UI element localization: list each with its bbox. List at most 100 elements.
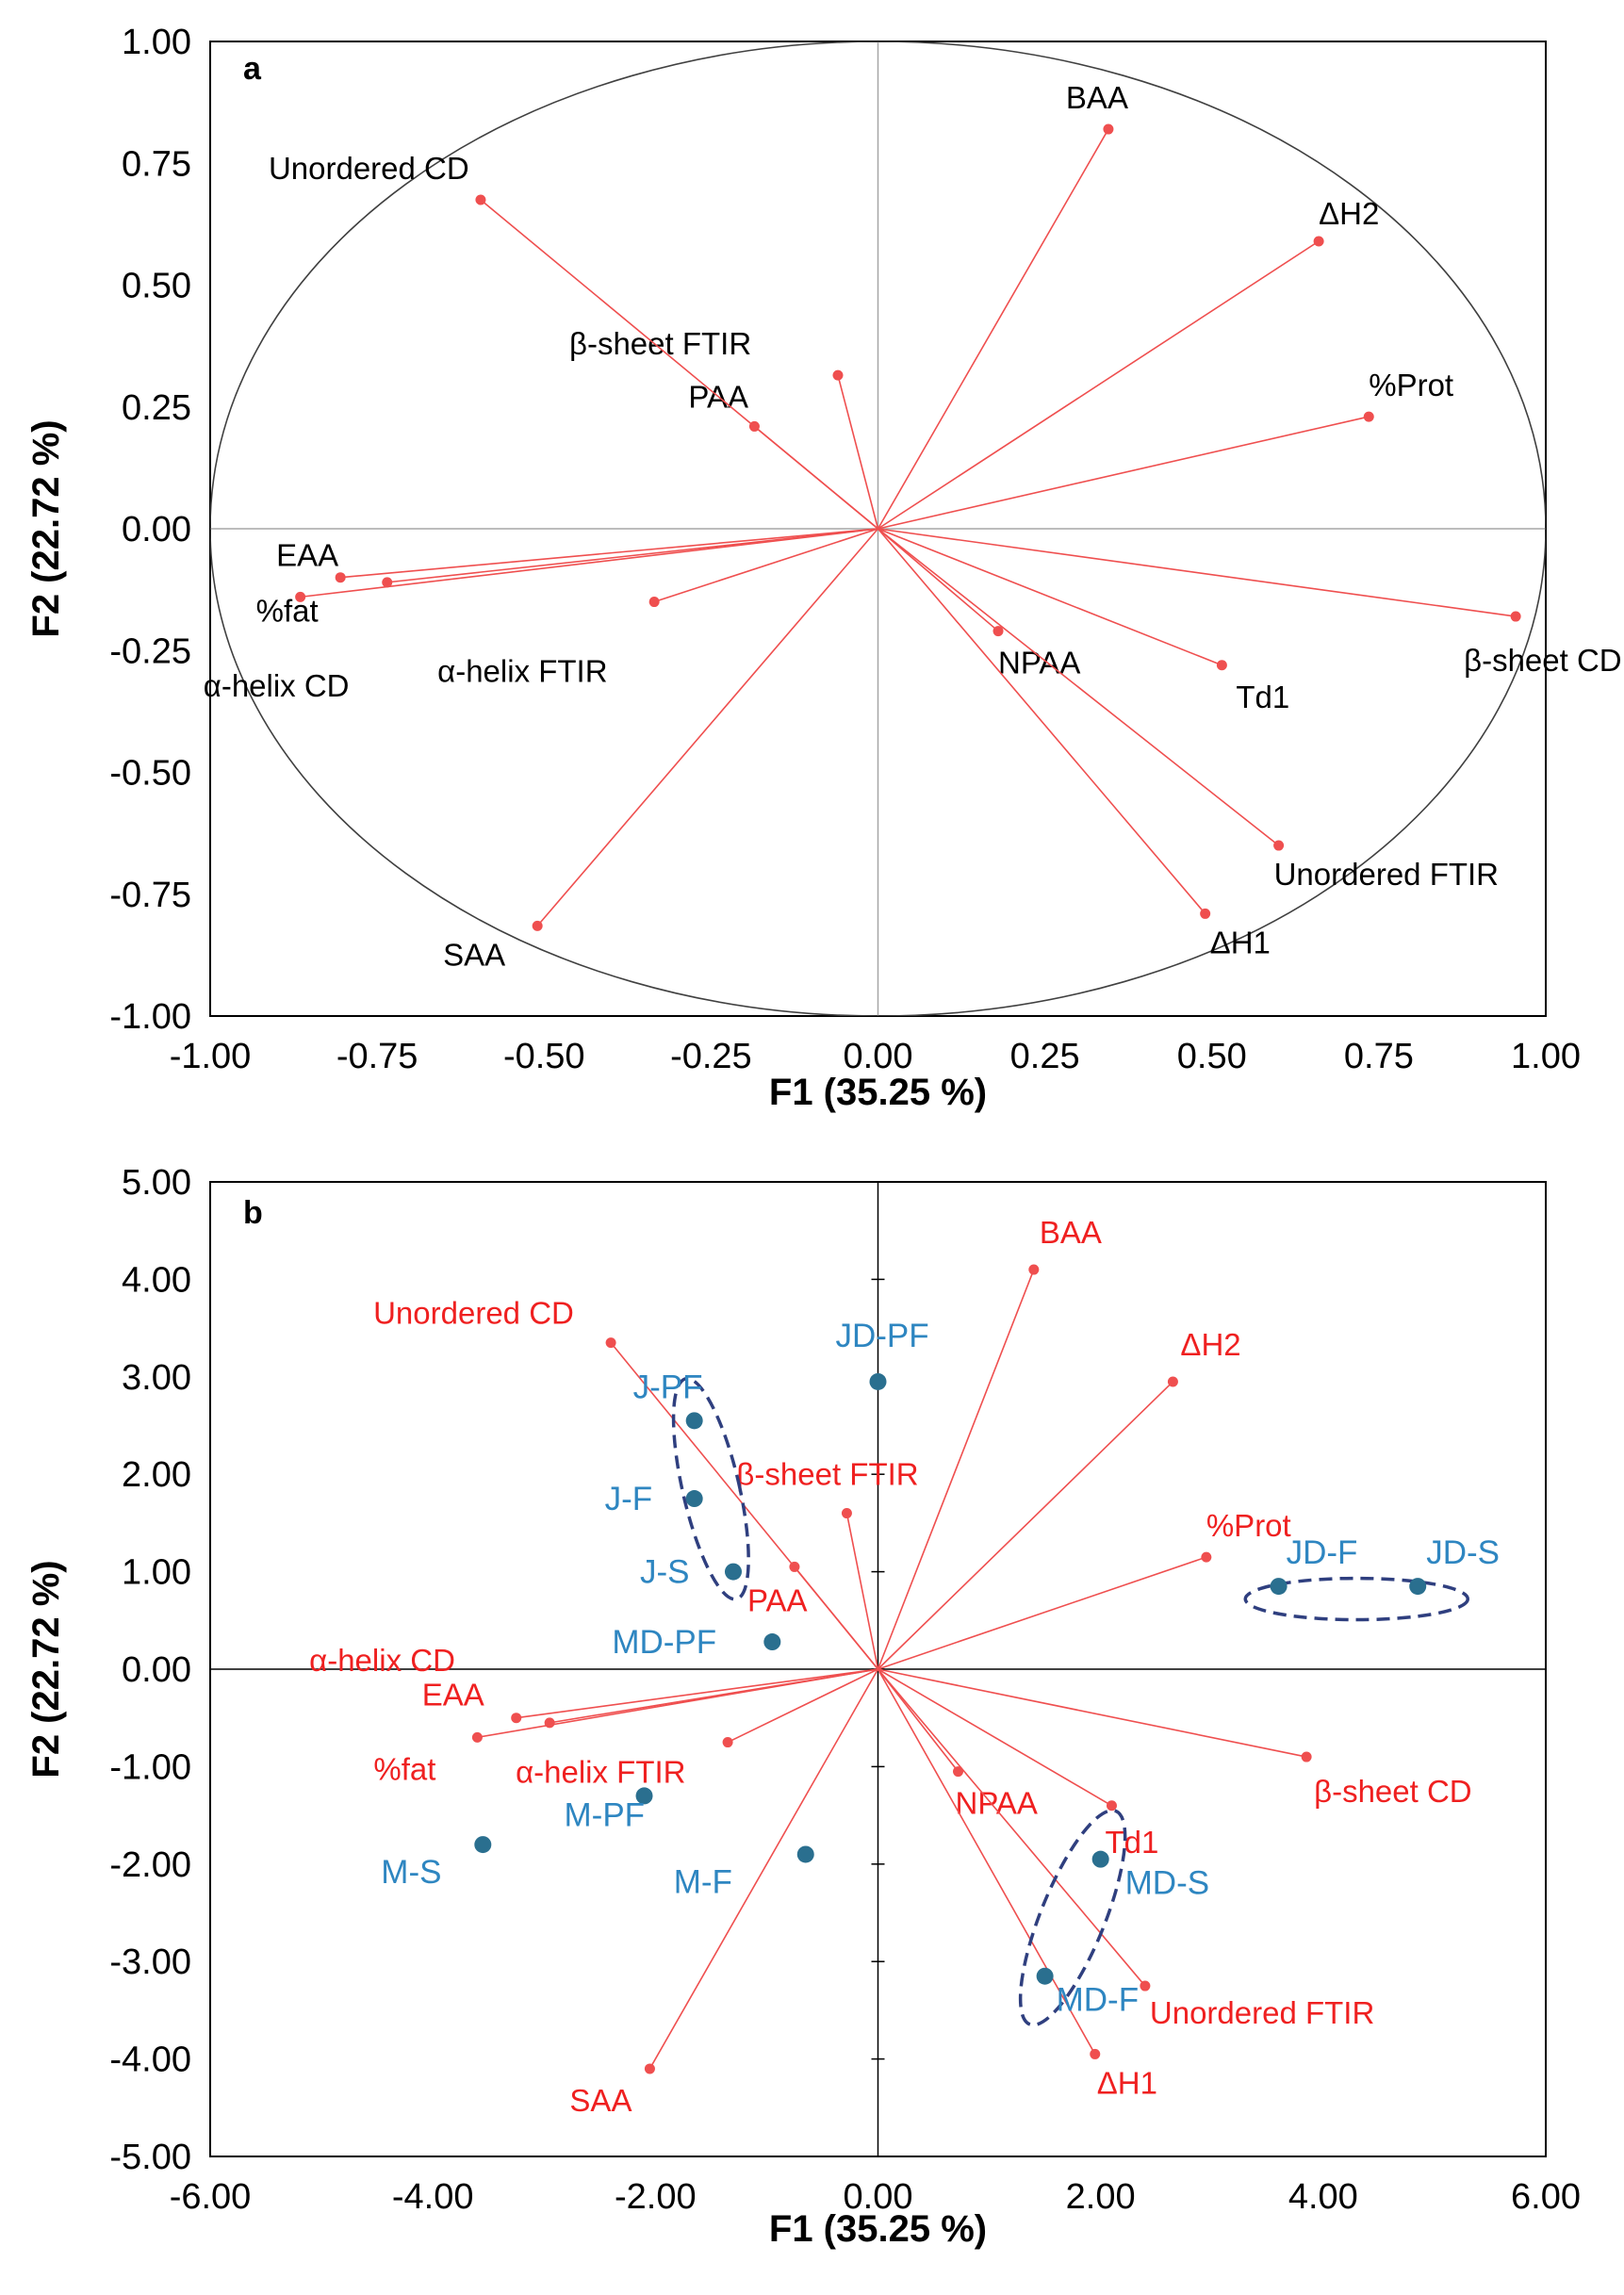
vector-label-SAA: SAA	[569, 2083, 632, 2118]
vector-α-helix FTIR	[727, 1668, 878, 1744]
panel-b-y-tick-label: -2.00	[109, 1845, 191, 1885]
vector-label-EAA: EAA	[276, 538, 338, 573]
panel-b-x-tick-label: 4.00	[1288, 2177, 1358, 2217]
vector-β-sheet FTIR	[837, 374, 879, 530]
observation-label-J-PF: J-PF	[633, 1369, 703, 1405]
observation-JD-S	[1409, 1578, 1427, 1596]
vector-SAA	[536, 528, 879, 926]
vector-tip-Unordered FTIR	[1273, 840, 1285, 851]
cluster-ellipse-j	[671, 1376, 750, 1601]
vector-tip-ΔH1	[1090, 2048, 1101, 2059]
panel-a-y-tick-label: 0.25	[122, 388, 191, 428]
panel-b-x-tick-label: 6.00	[1511, 2177, 1581, 2217]
vector-tip-β-sheet FTIR	[832, 369, 844, 381]
vector-NPAA	[877, 528, 999, 632]
vector-tip-ΔH1	[1200, 908, 1211, 919]
vector-tip-NPAA	[992, 626, 1004, 637]
panel-b-label: b	[243, 1195, 263, 1231]
observation-label-MD-S: MD-S	[1125, 1865, 1209, 1902]
vector-α-helix FTIR	[653, 528, 878, 603]
observation-J-PF	[685, 1412, 703, 1430]
vector-label-α-helix CD: α-helix CD	[204, 668, 350, 703]
panel-b-x-tick-label: 0.00	[844, 2177, 913, 2217]
panel-a-y-tick-label: 0.50	[122, 267, 191, 306]
vector-%Prot	[878, 1556, 1207, 1670]
panel-a-y-tick-label: 0.00	[122, 510, 191, 549]
vector-label-BAA: BAA	[1066, 80, 1128, 115]
panel-a-x-tick-label: -0.25	[670, 1037, 752, 1076]
vector-tip-EAA	[335, 572, 346, 583]
vector-Unordered FTIR	[878, 528, 1280, 846]
observation-label-MD-F: MD-F	[1057, 1982, 1139, 2019]
vector-ΔH2	[877, 1381, 1173, 1670]
vector-tip-Td1	[1106, 1800, 1117, 1811]
vector-label-NPAA: NPAA	[998, 646, 1080, 680]
panel-b-y-tick-label: -4.00	[109, 2041, 191, 2080]
vector-%fat	[477, 1668, 878, 1739]
observation-MD-S	[1091, 1850, 1109, 1868]
vector-tip-β-sheet CD	[1301, 1751, 1312, 1762]
panel-a-x-tick-label: 0.50	[1177, 1037, 1247, 1076]
vector-BAA	[877, 128, 1109, 530]
vector-tip-ΔH2	[1167, 1376, 1178, 1387]
vector-label-β-sheet CD: β-sheet CD	[1314, 1774, 1472, 1809]
vector-tip-EAA	[511, 1713, 522, 1724]
vector-ΔH2	[878, 240, 1320, 530]
vector-label-Unordered CD: Unordered CD	[373, 1296, 574, 1331]
vector-%fat	[300, 528, 878, 598]
observation-label-JD-S: JD-S	[1426, 1534, 1500, 1571]
vector-ΔH1	[877, 1668, 1096, 2055]
panel-a-y-tick-label: 1.00	[122, 23, 191, 62]
panel-a-y-axis-title: F2 (22.72 %)	[25, 419, 67, 637]
panel-a-y-tick-label: -0.50	[109, 754, 191, 794]
panel-b-x-tick-label: -2.00	[615, 2177, 697, 2217]
vector-tip-SAA	[644, 2063, 655, 2074]
vector-label-Td1: Td1	[1236, 680, 1289, 714]
vector-label-Td1: Td1	[1105, 1825, 1158, 1860]
observation-label-MD-PF: MD-PF	[612, 1624, 716, 1661]
cluster-ellipses	[671, 1376, 1470, 2027]
panel-b-y-tick-label: 0.00	[122, 1650, 191, 1690]
vector-Td1	[878, 1668, 1112, 1807]
vector-tip-BAA	[1028, 1264, 1040, 1275]
vector-label-PAA: PAA	[747, 1582, 808, 1617]
panel-a-x-tick-label: 0.00	[844, 1037, 913, 1076]
vector-tip-BAA	[1103, 123, 1114, 135]
vector-β-sheet FTIR	[845, 1513, 879, 1670]
observation-label-M-S: M-S	[381, 1854, 441, 1891]
panel-b-y-tick-label: -5.00	[109, 2138, 191, 2177]
vector-BAA	[877, 1269, 1035, 1670]
vector-NPAA	[877, 1668, 960, 1773]
vector-β-sheet CD	[878, 1668, 1307, 1758]
vector-tip-NPAA	[953, 1766, 964, 1778]
panel-b-x-axis-title: F1 (35.25 %)	[769, 2208, 987, 2250]
observation-label-JD-F: JD-F	[1287, 1534, 1358, 1571]
observation-M-PF	[635, 1787, 653, 1805]
vector-label-NPAA: NPAA	[956, 1786, 1038, 1821]
panel-b-y-axis-title: F2 (22.72 %)	[25, 1560, 67, 1778]
observation-J-F	[685, 1490, 703, 1508]
panel-b-y-tick-label: -3.00	[109, 1943, 191, 1982]
vector-label-%fat: %fat	[373, 1751, 435, 1786]
panel-a-x-tick-label: -0.75	[336, 1037, 418, 1076]
panel-a-y-tick-label: -0.75	[109, 876, 191, 915]
vector-Unordered CD	[480, 199, 879, 530]
vector-EAA	[340, 528, 878, 579]
vector-tip-SAA	[532, 920, 543, 931]
panel-b: BAA ΔH2 %Prot β-sheet CD Td1 NPAA Unordered FT…	[25, 1163, 1581, 2250]
vector-label-ΔH2: ΔH2	[1180, 1327, 1240, 1362]
panel-b-x-tick-label: -4.00	[392, 2177, 474, 2217]
vector-label-%fat: %fat	[256, 593, 319, 628]
panel-a-y-tick-label: 0.75	[122, 144, 191, 184]
observation-MD-F	[1036, 1967, 1054, 1985]
panel-a-x-tick-label: 0.75	[1344, 1037, 1414, 1076]
vector-label-α-helix FTIR: α-helix FTIR	[437, 654, 607, 689]
observation-label-J-F: J-F	[605, 1481, 653, 1517]
panel-a-x-tick-label: 1.00	[1511, 1037, 1581, 1076]
panel-a-y-tick-label: -0.25	[109, 631, 191, 671]
vector-label-β-sheet FTIR: β-sheet FTIR	[569, 326, 751, 361]
vector-tip-Td1	[1216, 660, 1227, 671]
observation-M-S	[474, 1836, 492, 1854]
observation-JD-F	[1270, 1578, 1288, 1596]
panel-a-x-tick-label: 0.25	[1010, 1037, 1080, 1076]
